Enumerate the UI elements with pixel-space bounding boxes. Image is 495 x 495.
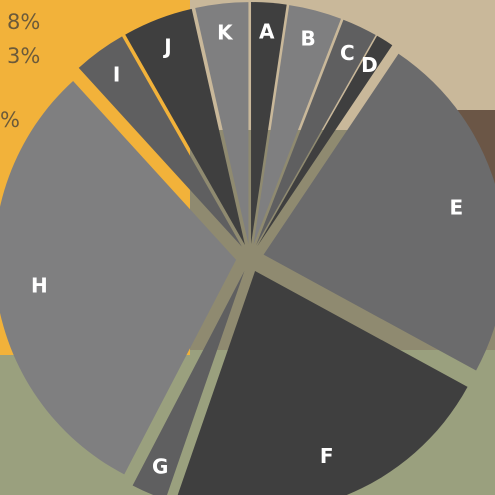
pie-slice-h: [0, 80, 237, 475]
pie-slice-i: [78, 36, 242, 247]
partial-text-1: 8%: [7, 10, 41, 34]
pie-slice-k: [195, 2, 249, 245]
pie-label-g: G: [152, 454, 168, 478]
pie-slice-f: [177, 271, 468, 495]
partial-text-2: 3%: [7, 44, 41, 68]
pie-labels: A B CD E F G H I J K: [31, 20, 463, 479]
pie-label-f: F: [320, 444, 334, 468]
pie-slice-d: [257, 35, 393, 247]
pie-label-d: D: [361, 53, 378, 77]
pie-slice-e: [263, 53, 495, 371]
pie-label-a: A: [259, 20, 275, 44]
pie-slice-b: [253, 5, 342, 245]
pie-label-c: C: [340, 41, 355, 65]
pie-label-k: K: [217, 20, 234, 44]
pie-label-h: H: [31, 273, 48, 297]
pie-label-i: I: [113, 62, 120, 86]
pie-label-b: B: [300, 27, 315, 51]
pie-slice-j: [125, 8, 245, 245]
pie-slice-a: [251, 2, 287, 245]
pie-label-e: E: [450, 195, 464, 219]
pie-label-j: J: [162, 34, 171, 58]
pie-slice-c: [256, 19, 376, 246]
partial-text-3: %: [0, 108, 20, 132]
pie-slice-g: [132, 270, 245, 495]
